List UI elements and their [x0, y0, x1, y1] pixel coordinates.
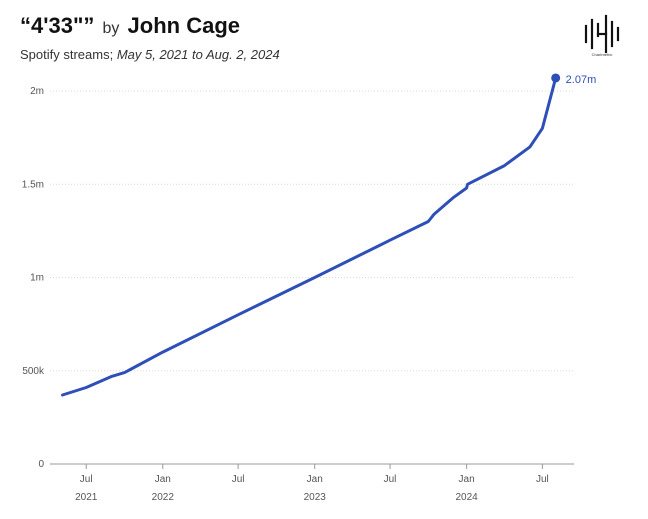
series-line-0 [61, 76, 558, 397]
series-layer: 2.07m [61, 73, 597, 397]
end-point-marker [551, 73, 561, 83]
y-tick-label-2: 1m [30, 273, 44, 284]
y-tick-label-1: 500k [22, 366, 45, 377]
title-by: by [102, 20, 120, 37]
y-tick-label-3: 1.5m [22, 179, 44, 190]
y-axis: 0 500k 1m 1.5m 2m [22, 86, 45, 470]
x-tick-year-3: 2023 [304, 492, 327, 503]
x-tick-label-3: Jan [307, 474, 323, 485]
x-tick-label-5: Jan [459, 474, 475, 485]
x-tick-label-4: Jul [384, 474, 397, 485]
x-tick-label-2: Jul [232, 474, 245, 485]
x-tick-year-5: 2024 [455, 492, 478, 503]
title-song: “4'33"” [20, 13, 95, 38]
logo-text: Chartmetric [592, 52, 613, 57]
subtitle-prefix: Spotify streams; [20, 47, 114, 62]
chartmetric-logo-icon: Chartmetric [584, 14, 620, 57]
chart-header: “4'33"” by John Cage Spotify streams; Ma… [20, 12, 280, 62]
chart-subtitle: Spotify streams; May 5, 2021 to Aug. 2, … [20, 47, 280, 62]
y-tick-label-0: 0 [38, 459, 44, 470]
title-artist: John Cage [127, 13, 240, 38]
x-tick-label-0: Jul [80, 474, 93, 485]
subtitle-dates: May 5, 2021 to Aug. 2, 2024 [116, 47, 280, 62]
x-tick-year-0: 2021 [75, 492, 98, 503]
end-value-label: 2.07m [566, 74, 597, 86]
x-tick-year-1: 2022 [152, 492, 175, 503]
x-axis: Jul 2021 Jan 2022 Jul Jan 2023 Jul Jan 2024 Jul [75, 464, 549, 503]
x-tick-label-1: Jan [155, 474, 171, 485]
x-tick-label-6: Jul [536, 474, 549, 485]
y-tick-label-4: 2m [30, 86, 44, 97]
chart-title: “4'33"” by John Cage [20, 12, 280, 43]
